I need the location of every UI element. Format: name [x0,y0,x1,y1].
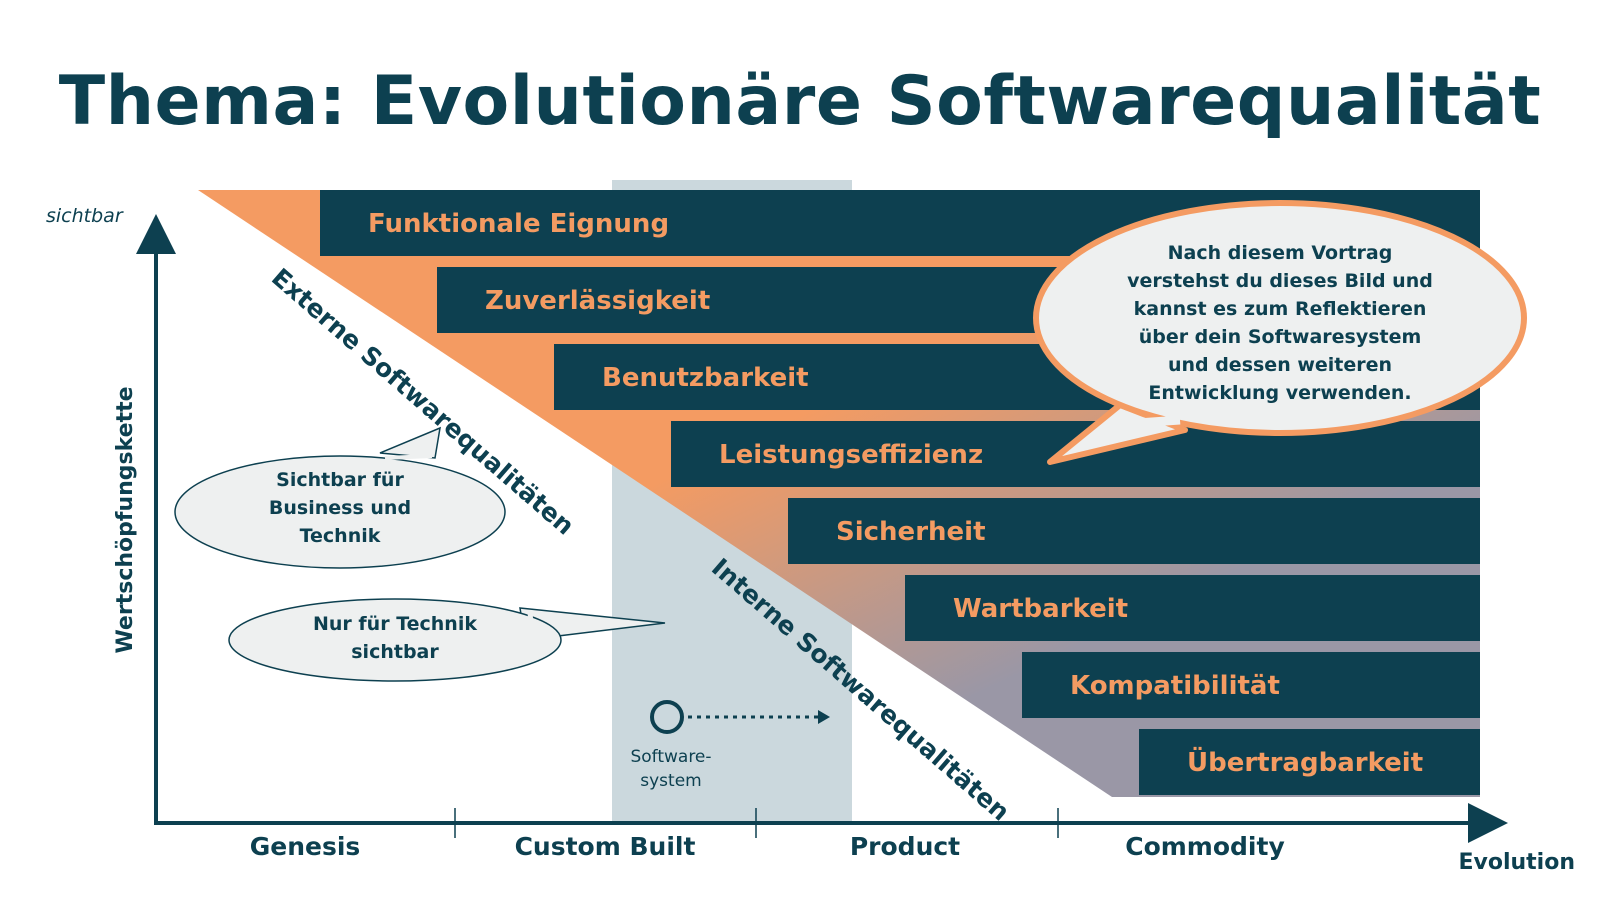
software-system-marker: Software-system [630,700,830,791]
text-line: Technik [300,525,381,547]
quality-bar [1139,729,1480,795]
quality-bar-label: Benutzbarkeit [602,363,809,393]
talk-bubble: Nach diesem Vortrag verstehst du dieses B… [1033,200,1527,465]
tech-bubble-text: Nur für Technik sichtbar [313,613,477,663]
y-axis-label: Wertschöpfungskette [113,386,138,653]
quality-bar-label: Wartbarkeit [953,594,1128,624]
text-line: Software- [630,747,711,767]
business-bubble: Sichtbar für Business und Technik [174,426,506,569]
quality-bar [788,498,1480,564]
quality-bars: Funktionale Eignung Zuverlässigkeit Benutz… [320,190,1480,795]
stage-label: Product [850,832,960,861]
talk-bubble-text: Nach diesem Vortrag verstehst du dieses B… [1127,242,1433,404]
quality-bar [905,575,1480,641]
quality-bar-label: Funktionale Eignung [368,209,669,239]
quality-bar-label: Übertragbarkeit [1187,745,1423,778]
page-title: Thema: Evolutionäre Softwarequalität [58,62,1542,141]
quality-bar-label: Sicherheit [836,517,986,547]
text-line: Business und [269,497,411,519]
text-line: sichtbar [351,641,439,663]
text-line: über dein Softwaresystem [1139,326,1422,348]
tech-bubble: Nur für Technik sichtbar [228,598,666,682]
stage-label: Genesis [250,832,361,861]
quality-bar [1022,652,1480,718]
stage-label: Custom Built [515,832,696,861]
text-line: und dessen weiteren [1168,354,1392,376]
business-bubble-text: Sichtbar für Business und Technik [269,469,411,547]
text-line: kannst es zum Reflektieren [1134,298,1427,320]
software-system-label: Software-system [630,747,711,791]
text-line: verstehst du dieses Bild und [1127,270,1433,292]
y-axis-top-label: sichtbar [46,205,124,227]
quality-bar-label: Zuverlässigkeit [485,286,710,316]
stage-label: Commodity [1125,832,1285,861]
quality-bar-label: Kompatibilität [1070,671,1280,701]
text-line: Nach diesem Vortrag [1168,242,1393,264]
text-line: Sichtbar für [276,469,404,491]
text-line: Nur für Technik [313,613,477,635]
software-system-circle [650,700,684,734]
x-axis-label: Evolution [1458,850,1575,875]
text-line: Entwicklung verwenden. [1148,382,1411,404]
evolution-stage-labels: Genesis Custom Built Product Commodity [250,832,1285,861]
quality-bar-label: Leistungseffizienz [719,440,983,470]
text-line: system [640,771,701,791]
x-axis-ticks [454,808,1059,838]
